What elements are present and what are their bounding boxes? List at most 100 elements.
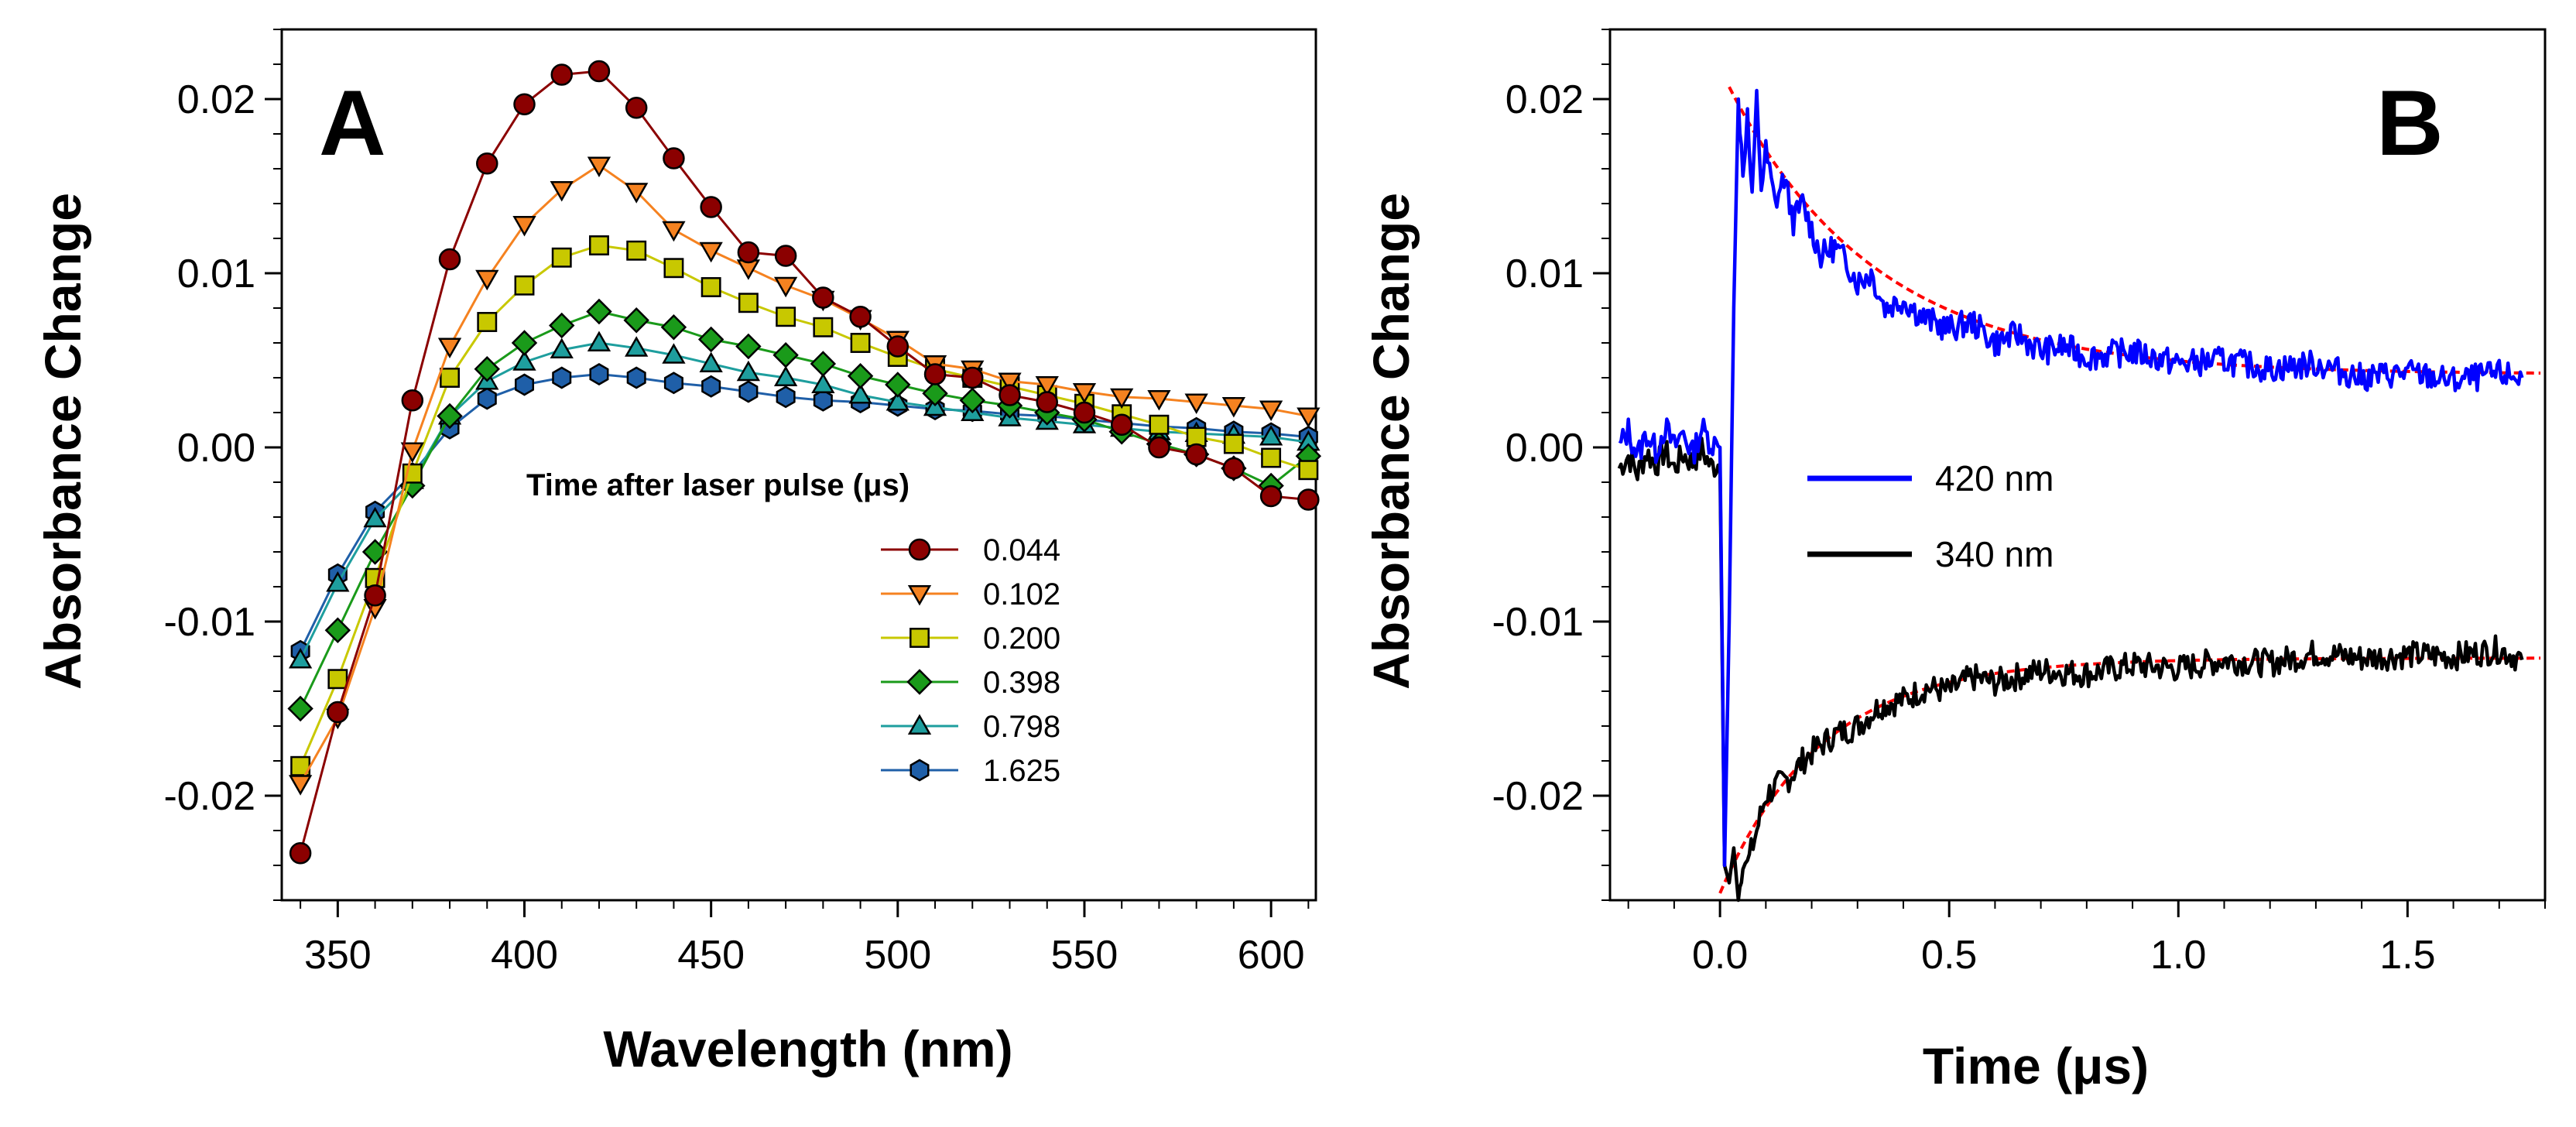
panel-a: 350 400 450 500 550 600 -0.02 -0.01 0.00 0.01 0.02…: [34, 28, 1322, 1077]
panel-a-data-point: [959, 387, 985, 413]
panel-a-data-point: [1259, 485, 1283, 508]
panel-a-data-point: [1222, 457, 1245, 480]
panel-a-y-tick-label: -0.01: [163, 600, 255, 645]
panel-a-data-point: [513, 93, 536, 115]
panel-a-data-point: [1073, 401, 1096, 424]
panel-a-x-axis-title: Wavelength (nm): [603, 1020, 1012, 1077]
panel-b-y-tick-label: 0.01: [1506, 252, 1584, 296]
panel-a-data-point: [772, 342, 799, 368]
panel-a-data-point: [327, 669, 348, 690]
panel-a-data-point: [1149, 414, 1170, 435]
panel-a-data-point: [623, 307, 649, 334]
panel-a-legend-label: 0.398: [983, 666, 1060, 700]
panel-a-data-point: [1297, 488, 1320, 511]
panel-b: 0.0 0.5 1.0 1.5 -0.02 -0.01 0.00 0.01 0.02 B Tim…: [1362, 28, 2547, 1094]
panel-a-data-point: [512, 216, 536, 237]
panel-a-data-point: [626, 366, 646, 389]
panel-a-data-point: [700, 196, 722, 218]
panel-b-legend-label: 420 nm: [1935, 458, 2054, 498]
panel-a-data-point: [773, 365, 798, 386]
panel-b-series-340-nm: [1617, 437, 2524, 903]
panel-a-x-tick-label: 550: [1051, 933, 1118, 978]
panel-a-data-point: [589, 235, 609, 255]
panel-a-legend-marker: [908, 538, 931, 561]
panel-a-data-point: [1036, 391, 1058, 413]
panel-a-data-point: [288, 775, 313, 796]
panel-a-data-point: [886, 335, 909, 358]
panel-a-legend-marker: [909, 628, 930, 648]
panel-a-data-point: [662, 221, 686, 242]
panel-a-data-point: [476, 152, 498, 175]
panel-a-data-point: [550, 337, 574, 358]
panel-a-data-point: [587, 331, 611, 351]
panel-a-data-point: [1259, 424, 1283, 446]
panel-a-data-point: [324, 617, 351, 643]
panel-a-data-point: [625, 97, 648, 119]
panel-a-data-point: [361, 539, 389, 565]
panel-b-series-420-nm: [1618, 88, 2524, 868]
panel-a-data-point: [512, 350, 536, 371]
panel-a-data-point: [1110, 388, 1134, 409]
panel-a-series-2: [290, 235, 1319, 776]
panel-a-data-point: [773, 276, 798, 298]
panel-a-data-point: [1223, 433, 1244, 454]
panel-a-data-point: [1147, 390, 1171, 411]
panel-a-data-point: [735, 333, 762, 360]
panel-a-data-point: [474, 356, 500, 382]
panel-a-data-point: [811, 372, 835, 393]
panel-b-legend: 420 nm 340 nm: [1807, 458, 2054, 574]
panel-a-series-line: [299, 372, 1309, 652]
panel-a-data-point: [812, 286, 834, 309]
panel-a-data-point: [475, 269, 499, 291]
panel-b-x-tick-label: 0.0: [1692, 933, 1748, 978]
panel-b-y-tick-label: -0.02: [1492, 774, 1584, 819]
panel-a-data-point: [1035, 376, 1059, 397]
panel-a-legend-label: 0.102: [983, 577, 1060, 611]
panel-a-data-point: [477, 387, 497, 410]
panel-a-data-point: [586, 298, 612, 325]
panel-a-data-point: [1186, 426, 1207, 447]
panel-a-plot-area: 350 400 450 500 550 600 -0.02 -0.01 0.00 0.01 0.02: [163, 28, 1322, 978]
panel-a-data-point: [364, 584, 386, 607]
panel-a-y-axis-title: Absorbance Change: [34, 193, 91, 690]
panel-a-data-point: [288, 647, 313, 669]
panel-a-data-point: [363, 506, 387, 528]
panel-a-data-point: [625, 336, 649, 357]
panel-a-data-point: [1072, 383, 1097, 404]
panel-a-data-point: [813, 317, 834, 337]
panel-a-data-point: [737, 241, 760, 264]
panel-a-data-point: [923, 363, 947, 385]
panel-a-data-point: [514, 373, 535, 396]
panel-a-data-point: [776, 385, 796, 409]
panel-a-data-point: [701, 375, 721, 398]
panel-a-legend-marker: [906, 669, 933, 695]
panel-a-legend-marker: [907, 585, 932, 606]
panel-a-data-point: [699, 242, 723, 263]
panel-a-data-point: [850, 333, 871, 353]
panel-a-data-point: [738, 293, 759, 313]
panel-a-data-point: [810, 351, 837, 377]
panel-a-data-point: [514, 275, 535, 296]
panel-a-data-point: [550, 63, 573, 86]
panel-a-data-point: [437, 337, 462, 359]
panel-a-legend-marker: [907, 714, 932, 735]
panel-a-data-point: [660, 314, 687, 341]
panel-a-data-point: [589, 363, 609, 385]
panel-a-data-point: [400, 442, 424, 464]
panel-b-x-axis-title: Time (μs): [1923, 1037, 2149, 1094]
panel-a-data-point: [437, 402, 463, 430]
panel-a-data-point: [438, 248, 461, 271]
panel-b-y-axis-title: Absorbance Change: [1362, 193, 1420, 690]
panel-a-data-point: [552, 366, 572, 389]
panel-b-frame: [1608, 28, 2547, 902]
panel-a-data-point: [587, 156, 611, 178]
panel-a-y-tick-label: 0.02: [177, 77, 255, 122]
panel-a-data-point: [550, 181, 574, 202]
panel-b-y-tick-label: 0.02: [1506, 77, 1584, 122]
panel-a-data-point: [440, 368, 460, 388]
panel-a-x-tick-label: 350: [304, 933, 372, 978]
panel-a-data-point: [848, 382, 872, 404]
panel-a-data-point: [813, 389, 833, 412]
panel-a-legend-label: 1.625: [983, 754, 1060, 788]
panel-a-data-point: [662, 343, 686, 364]
